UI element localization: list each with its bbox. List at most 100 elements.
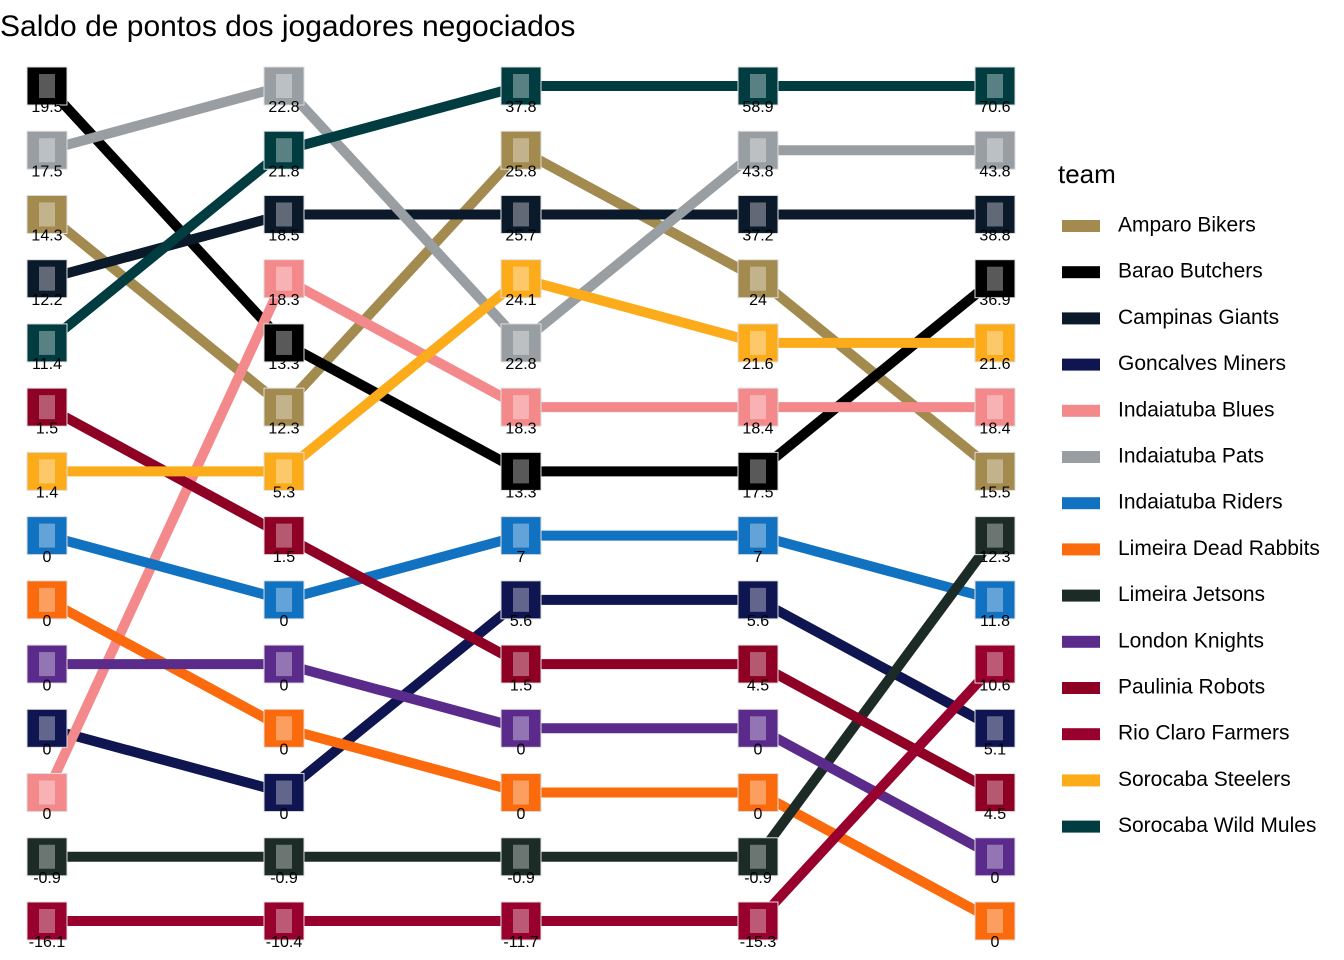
value-label: 0 xyxy=(43,613,52,630)
value-label: 18.4 xyxy=(979,420,1010,437)
team-logo-inner xyxy=(750,266,766,291)
value-label: 1.5 xyxy=(510,677,532,694)
legend-label: Indaiatuba Blues xyxy=(1118,398,1274,421)
value-label: 0 xyxy=(280,742,289,759)
team-logo xyxy=(737,708,779,748)
legend-swatch xyxy=(1062,451,1100,463)
team-logo xyxy=(26,387,68,427)
legend-label: Goncalves Miners xyxy=(1118,352,1286,375)
value-label: 4.5 xyxy=(984,806,1006,823)
team-logo-inner xyxy=(750,138,766,163)
value-label: -10.4 xyxy=(266,934,303,951)
legend-label: Limeira Dead Rabbits xyxy=(1118,537,1320,560)
team-logo-inner xyxy=(513,330,529,355)
value-label: 18.3 xyxy=(505,420,536,437)
team-logo xyxy=(737,259,779,299)
chart-title: Saldo de pontos dos jogadores negociados xyxy=(0,10,575,43)
team-logo-inner xyxy=(987,716,1003,741)
team-logo-inner xyxy=(276,459,292,484)
value-label: -0.9 xyxy=(33,870,61,887)
team-logo-inner xyxy=(39,266,55,291)
team-logo-inner xyxy=(987,780,1003,805)
team-logo xyxy=(500,259,542,299)
team-logo xyxy=(974,323,1016,363)
team-logo-inner xyxy=(750,395,766,420)
team-logo xyxy=(974,773,1016,813)
team-logo-inner xyxy=(750,780,766,805)
team-logo xyxy=(263,901,305,941)
team-logo xyxy=(737,323,779,363)
value-label: 0 xyxy=(991,934,1000,951)
marks: 14.3 12.3 25.8 24 15.5 19.5 13.3 13.3 17.5 36.9 12… xyxy=(26,66,1016,951)
team-logo-inner xyxy=(276,652,292,677)
value-label: -11.7 xyxy=(503,934,538,951)
value-label: 11.8 xyxy=(980,613,1010,630)
team-logo-inner xyxy=(987,652,1003,677)
value-label: 25.8 xyxy=(505,163,536,180)
team-logo xyxy=(26,837,68,877)
value-label: 18.3 xyxy=(268,292,299,309)
value-label: 11.4 xyxy=(32,356,62,373)
legend-swatch xyxy=(1062,589,1100,602)
team-logo xyxy=(263,580,305,620)
team-logo-inner xyxy=(750,652,766,677)
value-label: 10.6 xyxy=(979,677,1010,694)
legend-label: Barao Butchers xyxy=(1118,260,1263,283)
value-label: 5.1 xyxy=(984,742,1006,759)
team-logo-inner xyxy=(39,844,55,869)
team-logo xyxy=(26,644,68,684)
legend-swatch xyxy=(1062,358,1100,371)
legend-label: Paulinia Robots xyxy=(1118,676,1265,699)
value-label: 43.8 xyxy=(742,163,773,180)
team-logo xyxy=(263,516,305,556)
team-logo xyxy=(26,66,68,106)
team-logo xyxy=(974,516,1016,556)
team-logo-inner xyxy=(513,844,529,869)
team-logo-inner xyxy=(987,844,1003,869)
value-label: 37.2 xyxy=(742,228,773,245)
team-logo-inner xyxy=(276,74,292,98)
team-logo xyxy=(974,708,1016,748)
legend-swatch xyxy=(1062,312,1100,325)
team-logo-inner xyxy=(39,138,55,163)
team-logo xyxy=(500,901,542,941)
team-logo xyxy=(263,130,305,170)
team-logo xyxy=(737,66,779,106)
team-logo xyxy=(974,580,1016,620)
team-logo-inner xyxy=(987,266,1003,291)
legend-label: Indaiatuba Riders xyxy=(1118,491,1283,514)
team-logo xyxy=(26,516,68,556)
team-logo-inner xyxy=(513,780,529,805)
value-label: 0 xyxy=(517,806,526,823)
team-logo-inner xyxy=(987,138,1003,163)
value-label: 4.5 xyxy=(747,677,769,694)
legend-swatch xyxy=(1062,820,1100,833)
value-label: 18.5 xyxy=(268,228,299,245)
team-logo xyxy=(500,451,542,491)
legend-label: Sorocaba Wild Mules xyxy=(1118,814,1316,837)
team-logo-inner xyxy=(513,523,529,548)
team-logo-inner xyxy=(276,716,292,741)
value-label: 58.9 xyxy=(742,99,773,116)
team-logo-inner xyxy=(750,909,766,933)
value-label: -0.9 xyxy=(744,870,772,887)
team-logo xyxy=(26,194,68,234)
team-logo-inner xyxy=(513,459,529,484)
value-label: 5.3 xyxy=(273,485,295,502)
team-logo xyxy=(26,323,68,363)
team-logo xyxy=(26,901,68,941)
team-logo xyxy=(263,387,305,427)
team-logo-inner xyxy=(750,716,766,741)
legend-label: Limeira Jetsons xyxy=(1118,583,1265,606)
value-label: 17.5 xyxy=(31,163,62,180)
team-logo xyxy=(737,387,779,427)
value-label: 0 xyxy=(43,806,52,823)
team-logo-inner xyxy=(513,716,529,741)
value-label: 0 xyxy=(991,870,1000,887)
team-logo xyxy=(500,837,542,877)
team-logo xyxy=(500,773,542,813)
team-logo xyxy=(263,66,305,106)
team-logo xyxy=(737,194,779,234)
legend-swatch xyxy=(1062,774,1100,787)
team-logo-inner xyxy=(750,74,766,98)
